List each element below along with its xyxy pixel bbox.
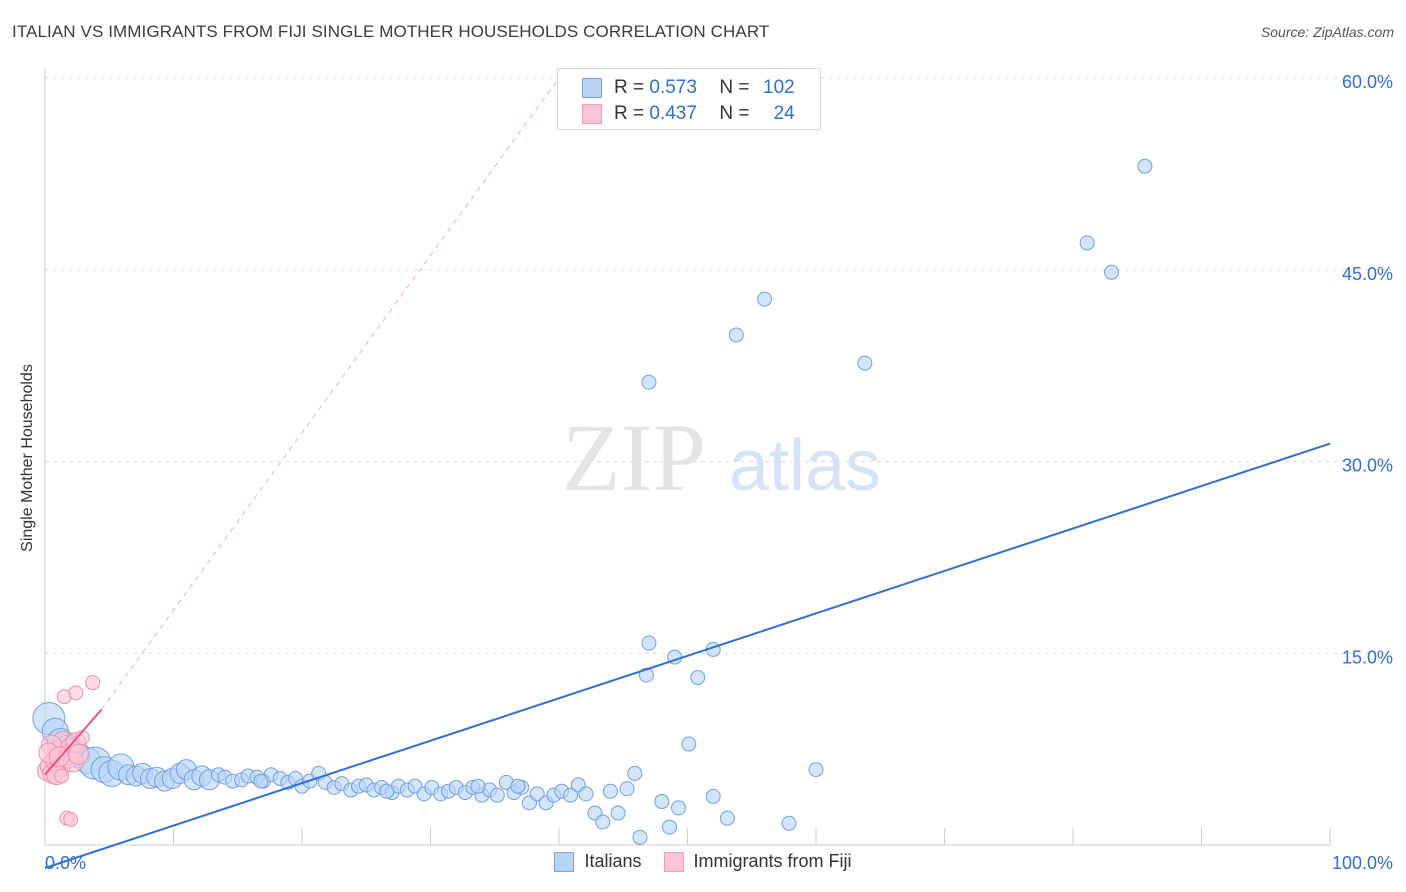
- italians-point: [610, 805, 626, 821]
- watermark-atlas: atlas: [729, 426, 881, 506]
- trendlines-front: [44, 442, 1331, 869]
- italians-point: [808, 762, 824, 778]
- legend-item-italians[interactable]: Italians: [554, 851, 642, 872]
- italians-point: [595, 814, 611, 830]
- y-axis-label: Single Mother Households: [19, 364, 36, 552]
- chart-title: ITALIAN VS IMMIGRANTS FROM FIJI SINGLE M…: [12, 22, 770, 41]
- italians-point: [619, 781, 635, 797]
- legend: Italians Immigrants from Fiji: [0, 851, 1406, 872]
- fiji-point: [63, 811, 79, 827]
- trendlines-back: [101, 77, 560, 710]
- italians-point: [379, 783, 395, 799]
- axes: [44, 68, 1331, 846]
- legend-swatch-italians: [554, 851, 575, 872]
- italians-point: [602, 783, 618, 799]
- italians-point: [705, 788, 721, 804]
- stats-box: R = 0.573 N = 102 R = 0.437 N = 24: [557, 68, 821, 130]
- fiji-point: [68, 685, 84, 701]
- y-tick-label: 30.0%: [1342, 456, 1393, 476]
- n-value: 24: [773, 103, 795, 124]
- italians-point: [529, 786, 545, 802]
- legend-swatch-fiji: [663, 851, 684, 872]
- italians-point: [781, 815, 797, 831]
- n-label: N =: [719, 103, 755, 124]
- grid: [45, 77, 1395, 654]
- italians-point: [470, 778, 486, 794]
- italians-trendline: [44, 442, 1331, 869]
- watermark: ZIP atlas: [562, 404, 881, 511]
- fiji-point: [85, 675, 101, 691]
- italians-point: [690, 670, 706, 686]
- italians-point: [1137, 158, 1153, 174]
- italians-point: [641, 635, 657, 651]
- italians-point: [489, 787, 505, 803]
- fiji-swatch: [582, 104, 602, 124]
- fiji-points: [37, 675, 101, 827]
- n-value: 102: [763, 77, 795, 98]
- y-tick-label: 15.0%: [1342, 647, 1393, 667]
- legend-label-fiji: Immigrants from Fiji: [693, 851, 852, 871]
- r-label: R =: [614, 103, 650, 124]
- fiji-trendline-extension: [101, 77, 560, 710]
- legend-label-italians: Italians: [584, 851, 642, 871]
- italians-point: [671, 800, 687, 816]
- x-tick-label: 100.0%: [1332, 853, 1393, 873]
- italians-point: [578, 786, 594, 802]
- r-value: 0.573: [649, 77, 697, 98]
- italians-point: [654, 794, 670, 810]
- italians-point: [728, 327, 744, 343]
- legend-item-fiji[interactable]: Immigrants from Fiji: [663, 851, 852, 872]
- x-tick-label: 0.0%: [45, 853, 86, 873]
- source-label: Source: ZipAtlas.com: [1260, 24, 1394, 40]
- italians-point: [757, 291, 773, 307]
- italians-point: [627, 765, 643, 781]
- italians-point: [1079, 235, 1095, 251]
- stats-row-fiji: R = 0.437 N = 24: [582, 101, 795, 127]
- tick-labels: 15.0% 30.0% 45.0% 60.0% 0.0% 100.0%: [45, 72, 1393, 873]
- y-tick-label: 60.0%: [1342, 72, 1393, 92]
- italians-point: [1104, 264, 1120, 280]
- fiji-point: [67, 743, 89, 765]
- italians-point: [632, 829, 648, 845]
- r-value: 0.437: [649, 103, 697, 124]
- fiji-point: [54, 768, 70, 784]
- italians-point: [857, 355, 873, 371]
- r-label: R =: [614, 77, 650, 98]
- italians-point: [253, 773, 269, 789]
- italians-point: [719, 810, 735, 826]
- stats-row-italians: R = 0.573 N = 102: [582, 75, 795, 101]
- italians-point: [662, 819, 678, 835]
- italians-point: [563, 787, 579, 803]
- italians-point: [681, 736, 697, 752]
- italians-point: [510, 778, 526, 794]
- y-tick-label: 45.0%: [1342, 264, 1393, 284]
- watermark-zip: ZIP: [562, 404, 706, 511]
- italians-swatch: [582, 78, 602, 98]
- n-label: N =: [719, 77, 755, 98]
- italians-point: [641, 374, 657, 390]
- fiji-trendline: [44, 708, 103, 776]
